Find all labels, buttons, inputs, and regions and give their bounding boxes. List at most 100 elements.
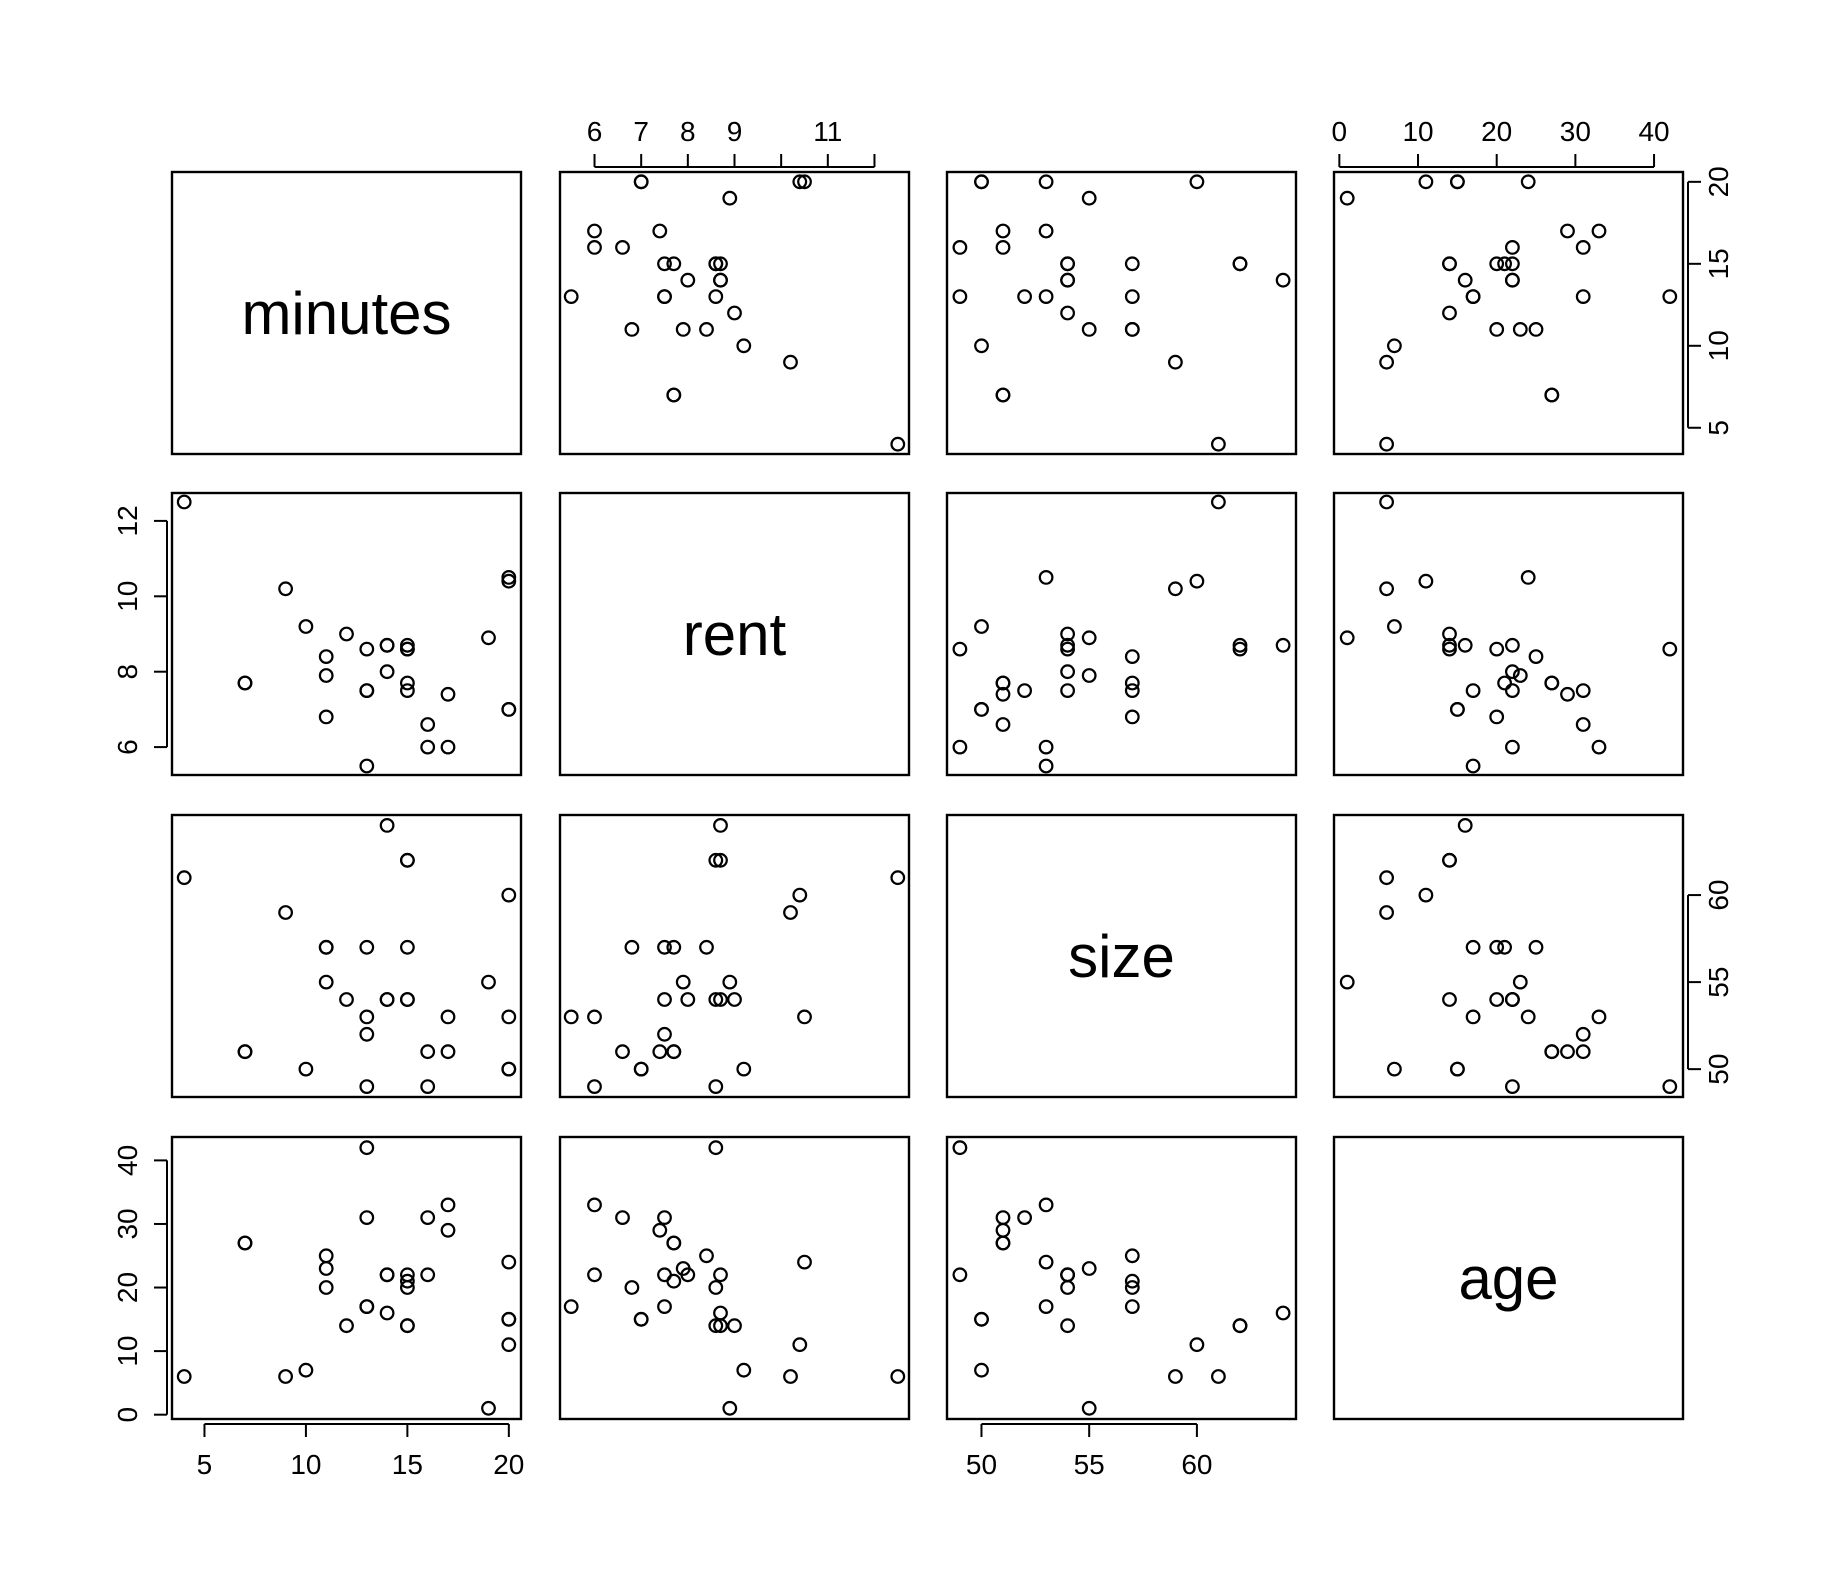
data-point [713,1305,728,1321]
data-point [1662,641,1678,657]
data-point [1038,1299,1054,1314]
data-point [1575,683,1591,698]
data-point [318,1261,334,1276]
data-point [587,1009,602,1025]
data-point [657,1299,672,1314]
data-point [624,939,640,955]
data-point [1662,289,1678,305]
right-tick-label: 60 [1703,879,1734,910]
data-point [722,1400,738,1416]
data-point [1339,974,1355,990]
data-point [1418,887,1434,903]
panel-minutes-age [1332,170,1685,456]
data-point [1544,387,1560,403]
panel-size-minutes [170,813,523,1099]
data-point [1124,256,1140,272]
data-point [587,1197,602,1213]
data-point [1575,1026,1591,1042]
data-point [339,626,354,642]
data-point [995,239,1011,255]
data-point [1379,494,1394,510]
data-point [1210,494,1226,510]
data-point [359,641,375,657]
data-point [1060,1267,1075,1283]
panel-age-age [1332,1135,1685,1421]
top-tick-label: 7 [633,116,649,147]
data-point [1060,664,1075,680]
data-point [727,992,742,1007]
panel-age-minutes [170,1135,523,1421]
data-point [400,641,415,657]
panel-rent-rent [558,491,911,777]
data-point [1457,637,1473,653]
data-point [1124,675,1140,691]
data-point [1489,256,1505,272]
data-point [1465,939,1481,955]
data-point [1124,1280,1140,1295]
data-point [420,1079,436,1094]
data-point [1497,256,1512,272]
data-point [615,1044,630,1060]
right-tick-label: 10 [1703,330,1734,361]
data-point [1232,1318,1248,1334]
data-point [1465,1009,1481,1025]
data-point [1520,174,1536,190]
data-point [359,683,375,698]
data-point [1060,1318,1075,1334]
right-tick-label: 5 [1703,420,1734,436]
variable-label-minutes: minutes [241,280,451,347]
data-point [1386,338,1402,354]
data-point [713,992,728,1007]
data-point [1442,305,1457,321]
data-point [1275,637,1291,653]
data-point [278,905,294,920]
data-point [1504,256,1520,272]
variable-label-rent: rent [683,601,787,668]
data-point [1497,939,1512,955]
data-point [1081,190,1097,206]
data-point [792,1337,808,1353]
y-tick-label: 30 [112,1208,143,1239]
panel-age-rent [558,1135,911,1421]
data-point [420,717,436,732]
data-point [379,1305,395,1321]
data-point [318,939,334,955]
data-point [420,1210,436,1225]
data-point [797,174,812,190]
data-point [633,174,649,190]
data-point [1591,1009,1607,1025]
data-point [1442,626,1457,642]
data-point [708,1280,724,1295]
data-point [952,1140,968,1156]
data-point [995,675,1011,691]
data-point [1124,649,1140,664]
data-point [680,1267,696,1283]
data-point [680,992,696,1007]
data-point [995,223,1011,239]
data-point [339,992,354,1007]
panel-rent-size [945,491,1298,777]
y-tick-label: 10 [112,1336,143,1367]
data-point [298,1362,314,1378]
data-point [995,717,1011,732]
data-point [176,1369,192,1384]
data-point [652,223,668,239]
data-point [974,174,989,190]
data-point [1520,570,1536,585]
data-point [1232,637,1248,653]
data-point [1575,289,1591,305]
data-point [1591,739,1607,755]
data-point [1060,626,1075,642]
data-point [699,322,714,337]
data-point [1060,305,1075,321]
data-point [1489,641,1505,657]
data-point [722,974,738,990]
data-point [1060,683,1075,698]
data-point [708,1318,724,1334]
data-point [440,1009,456,1025]
data-point [318,1248,334,1264]
data-point [675,322,691,337]
data-point [400,992,415,1007]
data-point [633,1311,649,1327]
